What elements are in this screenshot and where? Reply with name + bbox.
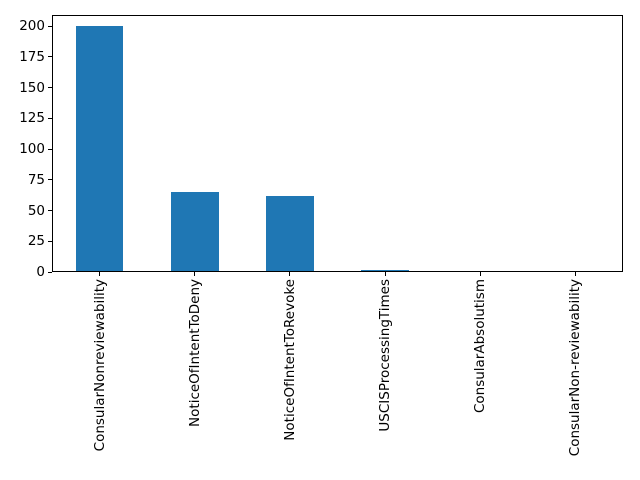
x-tick-label: ConsularNon-reviewability (567, 279, 584, 457)
x-tick-mark (479, 272, 481, 276)
y-tick-label: 0 (36, 264, 45, 280)
y-tick-label: 25 (27, 233, 45, 250)
bar-NoticeOfIntentToRevoke (266, 196, 314, 271)
bar-ConsularNonreviewability (75, 26, 124, 271)
y-tick-mark (48, 148, 52, 150)
y-tick-mark (48, 271, 52, 273)
y-tick-label: 125 (19, 110, 45, 127)
y-tick-label: 50 (27, 202, 45, 219)
x-tick-mark (194, 272, 196, 276)
y-tick-mark (48, 117, 52, 119)
bar-USCISProcessingTimes (361, 269, 409, 271)
x-tick-label: USCISProcessingTimes (377, 279, 394, 432)
x-tick-label: NoticeOfIntentToRevoke (281, 279, 298, 441)
y-tick-label: 175 (19, 48, 45, 65)
y-tick-label: 150 (19, 79, 45, 96)
y-tick-mark (48, 87, 52, 89)
x-tick-label: NoticeOfIntentToDeny (186, 279, 203, 427)
bar-NoticeOfIntentToDeny (170, 192, 219, 271)
x-tick-label: ConsularNonreviewability (91, 279, 108, 452)
y-tick-mark (48, 56, 52, 58)
y-tick-label: 100 (19, 141, 45, 158)
y-tick-mark (48, 179, 52, 181)
x-tick-mark (574, 272, 576, 276)
x-tick-label: ConsularAbsolutism (472, 279, 489, 414)
y-tick-label: 200 (19, 18, 45, 35)
x-tick-mark (384, 272, 386, 276)
y-tick-mark (48, 240, 52, 242)
x-tick-mark (289, 272, 291, 276)
y-tick-mark (48, 25, 52, 27)
plot-area (52, 15, 623, 272)
x-tick-mark (99, 272, 101, 276)
y-tick-mark (48, 210, 52, 212)
y-tick-label: 75 (27, 171, 45, 188)
